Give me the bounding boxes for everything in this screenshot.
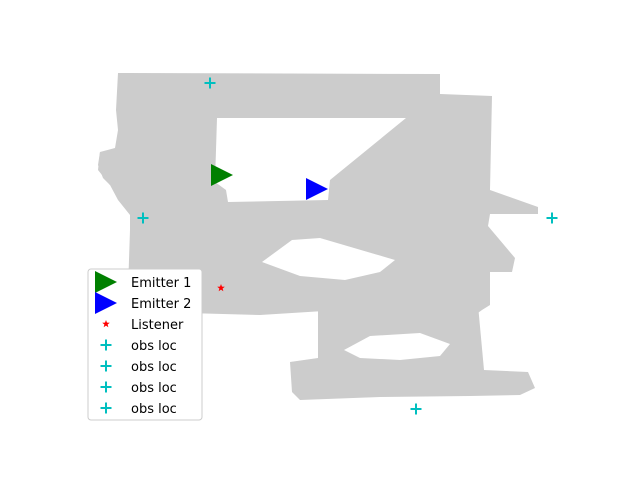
marker-emitter-2-1: [306, 178, 328, 200]
floor-map-holes: [262, 238, 450, 360]
legend-symbol-obs-loc-5: [100, 381, 112, 393]
legend-label-obs-loc-6: obs loc: [131, 402, 177, 417]
legend-symbol-obs-loc-4: [100, 360, 112, 372]
marker-listener-2: [217, 284, 225, 292]
legend-symbol-obs-loc-6: [100, 402, 112, 414]
legend: Emitter 1 Emitter 2 Listener obs loc obs loc…: [87, 268, 203, 421]
legend-symbol-emitter-2-1: [95, 292, 117, 314]
marker-emitter-1-0: [211, 164, 233, 186]
legend-label-obs-loc-5: obs loc: [131, 381, 177, 396]
legend-label-obs-loc-3: obs loc: [131, 339, 177, 354]
legend-symbol-emitter-1-0: [95, 271, 117, 293]
legend-label-emitter-2-1: Emitter 2: [131, 297, 191, 312]
legend-label-obs-loc-4: obs loc: [131, 360, 177, 375]
marker-obs-loc-5: [546, 212, 558, 224]
legend-label-emitter-1-0: Emitter 1: [131, 276, 191, 291]
marker-obs-loc-6: [410, 403, 422, 415]
legend-box: [87, 268, 203, 421]
legend-label-listener-2: Listener: [131, 318, 184, 333]
plot-markers: [137, 77, 558, 415]
marker-obs-loc-4: [137, 212, 149, 224]
marker-obs-loc-3: [204, 77, 216, 89]
legend-symbol-obs-loc-3: [100, 339, 112, 351]
legend-symbol-listener-2: [102, 320, 110, 328]
